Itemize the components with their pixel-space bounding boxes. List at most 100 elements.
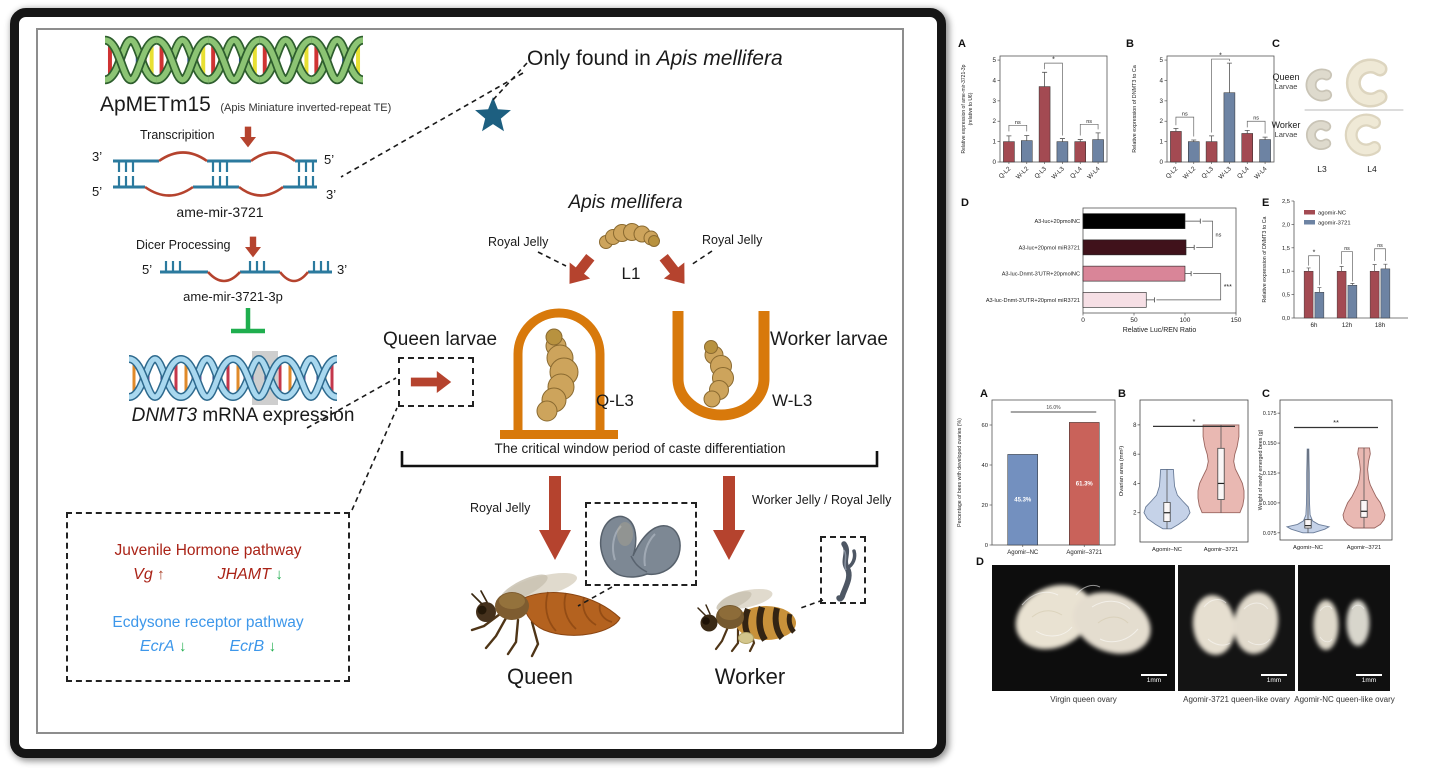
jh-pathway-title: Juvenile Hormone pathway [114, 542, 302, 559]
fig2-panel-d-label: D [976, 556, 984, 568]
royal-jelly-right-label: Royal Jelly [702, 233, 763, 247]
queen-cell-arch [513, 308, 605, 432]
ecdysone-pathway-title: Ecdysone receptor pathway [112, 614, 304, 631]
svg-text:2,5: 2,5 [1282, 199, 1290, 205]
svg-text:0,0: 0,0 [1282, 316, 1290, 322]
ecrb-gene: EcrB [229, 638, 265, 655]
svg-text:Relative expression of ame-mir: Relative expression of ame-mir-3721-3p [961, 64, 967, 153]
svg-text:0: 0 [1159, 159, 1163, 166]
svg-text:W-L3: W-L3 [1218, 165, 1234, 181]
svg-text:W-L2: W-L2 [1015, 165, 1031, 181]
species-title: Apis mellifera [568, 192, 683, 213]
svg-text:16.0%: 16.0% [1046, 405, 1061, 411]
jhamt-gene: JHAMT [217, 566, 271, 583]
svg-text:W-L3: W-L3 [1051, 165, 1067, 181]
fig1c-worker-line2: Larvae [1274, 130, 1298, 139]
fig1c-worker-row-label: Worker Larvae [1264, 120, 1308, 139]
queen-cell-illustration [500, 308, 618, 439]
worker-cell-illustration [672, 311, 770, 421]
svg-text:Percentage of bees with devel: Percentage of bees with developed ovarie… [957, 418, 963, 527]
svg-text:Weight of newly emerged bees (: Weight of newly emerged bees (g) [1258, 429, 1264, 510]
svg-text:ns: ns [1216, 232, 1222, 238]
svg-text:Q-L2: Q-L2 [998, 165, 1013, 180]
svg-text:Relative Luc/REN Ratio: Relative Luc/REN Ratio [1123, 327, 1197, 334]
queen-ovary-illustration [599, 515, 681, 578]
svg-text:6h: 6h [1311, 322, 1318, 329]
svg-text:Agomir–3721: Agomir–3721 [1204, 547, 1238, 553]
svg-text:1: 1 [1159, 139, 1163, 146]
te-name-row: ApMETm15 (Apis Miniature inverted-repeat… [100, 93, 391, 117]
ecra-gene: EcrA [139, 638, 175, 655]
te-dna-helix-illustration [105, 31, 363, 89]
fig1c-worker-line1: Worker [1271, 120, 1301, 130]
fig2d-caption-3: Agomir-NC queen-like ovary [1294, 695, 1395, 704]
svg-text:0.100: 0.100 [1263, 501, 1277, 507]
worker-caste-label: Worker [714, 664, 786, 689]
svg-text:W-L4: W-L4 [1086, 165, 1102, 181]
agomirnc-ovary-photo: 1mm [1298, 565, 1390, 691]
svg-text:100: 100 [1180, 317, 1191, 324]
only-found-note: Only found in Apis mellifera [527, 47, 783, 71]
scalebar-1: 1mm [1141, 674, 1167, 685]
fig2d-caption-1: Virgin queen ovary [1050, 695, 1117, 704]
pathway-box: Juvenile Hormone pathway Vg ↑ JHAMT ↓ Ec… [66, 512, 350, 682]
ecrb-down-arrow-icon: ↓ [268, 638, 277, 655]
svg-text:***: *** [1224, 284, 1232, 291]
worker-ovary-inset [820, 536, 866, 604]
svg-text:45.3%: 45.3% [1014, 498, 1032, 504]
svg-text:Agomir–3721: Agomir–3721 [1066, 550, 1102, 556]
dicer-arrow-icon [245, 236, 261, 258]
fig1-panel-e-label: E [1262, 197, 1270, 209]
svg-text:5: 5 [992, 57, 996, 64]
fig1-panel-a-label: A [958, 38, 966, 50]
svg-text:A3-luc+20pmol miR3721: A3-luc+20pmol miR3721 [1019, 245, 1080, 251]
svg-text:Q-L4: Q-L4 [1069, 165, 1084, 180]
svg-text:0.125: 0.125 [1263, 471, 1277, 477]
svg-text:18h: 18h [1375, 322, 1386, 329]
ecdysone-genes-row: EcrA ↓ EcrB ↓ [68, 638, 348, 656]
queen-ovary-inset [585, 502, 697, 586]
critical-window-label: The critical window period of caste diff… [494, 441, 786, 456]
svg-text:61.3%: 61.3% [1076, 482, 1094, 488]
worker-larvae-label: Worker larvae [770, 329, 888, 350]
fig1c-queen-row-label: Queen Larvae [1264, 72, 1308, 91]
svg-text:*: * [1193, 417, 1196, 426]
royal-jelly-bottom-label: Royal Jelly [470, 501, 531, 515]
svg-text:1,5: 1,5 [1282, 246, 1290, 252]
svg-text:5: 5 [1159, 57, 1163, 64]
svg-text:A3-luc-Dnmt-3'UTR+20pmolNC: A3-luc-Dnmt-3'UTR+20pmolNC [1002, 272, 1080, 278]
svg-text:4: 4 [992, 77, 996, 84]
svg-text:Q-L3: Q-L3 [1200, 165, 1215, 180]
agomirnc-ovary-illustration [1313, 600, 1370, 650]
scalebar-3: 1mm [1356, 674, 1382, 685]
svg-text:Agomir–3721: Agomir–3721 [1347, 545, 1381, 551]
svg-text:12h: 12h [1342, 322, 1353, 329]
fig2-chart-b: 2 4 6 8 Ovarian area (mm²) Agomir–NC Agomir–37… [1119, 399, 1249, 553]
svg-text:Q-L4: Q-L4 [1236, 165, 1251, 180]
svg-text:0: 0 [992, 159, 996, 166]
svg-text:3: 3 [992, 98, 996, 105]
virgin-queen-ovary-illustration [1015, 584, 1151, 654]
prime-mature-left: 5’ [142, 262, 153, 277]
svg-text:W-L4: W-L4 [1253, 165, 1269, 181]
graphical-abstract-panel [36, 28, 904, 734]
svg-text:Agomir–NC: Agomir–NC [1293, 545, 1323, 551]
svg-text:1,0: 1,0 [1282, 269, 1290, 275]
svg-text:0.150: 0.150 [1263, 441, 1277, 447]
svg-text:40: 40 [982, 463, 988, 469]
vg-up-arrow-icon: ↑ [157, 566, 165, 583]
svg-text:Q-L3: Q-L3 [1033, 165, 1048, 180]
svg-text:*: * [1313, 249, 1316, 256]
svg-text:ns: ns [1253, 116, 1259, 122]
svg-text:A3-luc+20pmolNC: A3-luc+20pmolNC [1034, 219, 1080, 225]
transcription-arrow-icon [240, 126, 256, 148]
inhibition-icon [231, 308, 265, 334]
ecra-down-arrow-icon: ↓ [179, 638, 187, 655]
vg-gene: Vg [133, 566, 153, 583]
fig1-panel-c-label: C [1272, 38, 1280, 50]
q-l3-label: Q-L3 [596, 391, 634, 410]
queen-bee-illustration [470, 572, 621, 658]
prime-top-right: 5’ [324, 152, 335, 167]
svg-text:0,5: 0,5 [1282, 293, 1290, 299]
